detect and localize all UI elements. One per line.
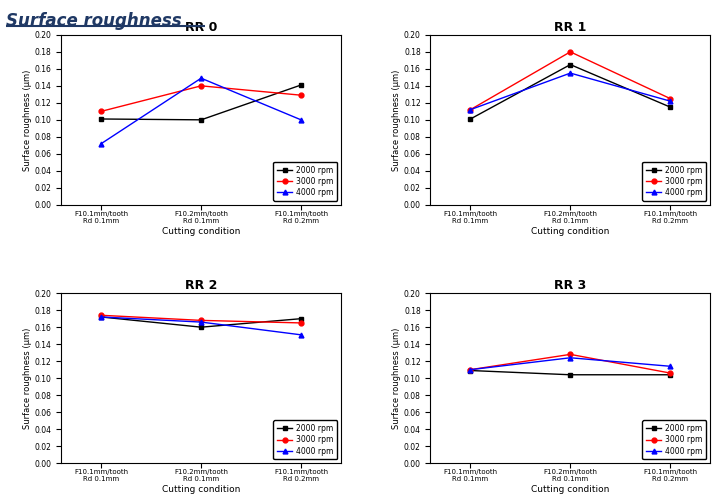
4000 rpm (566, 355, 575, 361)
2000 rpm (197, 324, 205, 330)
3000 rpm (297, 320, 306, 326)
X-axis label: Cutting condition: Cutting condition (531, 485, 609, 494)
4000 rpm (297, 332, 306, 338)
3000 rpm (566, 49, 575, 55)
Line: 4000 rpm: 4000 rpm (99, 76, 304, 146)
X-axis label: Cutting condition: Cutting condition (162, 227, 240, 236)
Line: 3000 rpm: 3000 rpm (99, 313, 304, 325)
Title: RR 2: RR 2 (185, 279, 217, 292)
3000 rpm (466, 367, 474, 373)
Line: 2000 rpm: 2000 rpm (99, 83, 304, 123)
X-axis label: Cutting condition: Cutting condition (531, 227, 609, 236)
Title: RR 1: RR 1 (554, 21, 586, 34)
3000 rpm (197, 317, 205, 323)
Line: 4000 rpm: 4000 rpm (99, 315, 304, 337)
Legend: 2000 rpm, 3000 rpm, 4000 rpm: 2000 rpm, 3000 rpm, 4000 rpm (273, 420, 337, 459)
Y-axis label: Surface roughness (μm): Surface roughness (μm) (23, 69, 32, 170)
Text: Surface roughness: Surface roughness (6, 12, 182, 30)
2000 rpm (466, 368, 474, 374)
4000 rpm (97, 140, 105, 146)
3000 rpm (666, 370, 675, 376)
Legend: 2000 rpm, 3000 rpm, 4000 rpm: 2000 rpm, 3000 rpm, 4000 rpm (642, 420, 707, 459)
Line: 3000 rpm: 3000 rpm (468, 352, 673, 375)
Legend: 2000 rpm, 3000 rpm, 4000 rpm: 2000 rpm, 3000 rpm, 4000 rpm (642, 162, 707, 201)
2000 rpm (197, 117, 205, 123)
2000 rpm (666, 372, 675, 378)
4000 rpm (197, 319, 205, 325)
Title: RR 0: RR 0 (185, 21, 217, 34)
2000 rpm (97, 314, 105, 320)
Line: 3000 rpm: 3000 rpm (99, 84, 304, 114)
Line: 4000 rpm: 4000 rpm (468, 71, 673, 112)
3000 rpm (666, 96, 675, 102)
Legend: 2000 rpm, 3000 rpm, 4000 rpm: 2000 rpm, 3000 rpm, 4000 rpm (273, 162, 337, 201)
4000 rpm (97, 314, 105, 320)
4000 rpm (666, 98, 675, 104)
Line: 2000 rpm: 2000 rpm (468, 62, 673, 122)
2000 rpm (297, 316, 306, 322)
Y-axis label: Surface roughness (μm): Surface roughness (μm) (392, 328, 401, 429)
3000 rpm (197, 83, 205, 89)
3000 rpm (566, 352, 575, 358)
Y-axis label: Surface roughness (μm): Surface roughness (μm) (23, 328, 32, 429)
2000 rpm (97, 116, 105, 122)
3000 rpm (97, 312, 105, 318)
4000 rpm (666, 363, 675, 369)
2000 rpm (566, 62, 575, 68)
Line: 2000 rpm: 2000 rpm (99, 315, 304, 330)
Title: RR 3: RR 3 (554, 279, 586, 292)
2000 rpm (666, 104, 675, 110)
4000 rpm (197, 75, 205, 81)
4000 rpm (466, 107, 474, 113)
2000 rpm (566, 372, 575, 378)
3000 rpm (297, 92, 306, 98)
3000 rpm (97, 109, 105, 115)
Line: 2000 rpm: 2000 rpm (468, 368, 673, 377)
2000 rpm (466, 116, 474, 122)
Line: 4000 rpm: 4000 rpm (468, 356, 673, 372)
Line: 3000 rpm: 3000 rpm (468, 49, 673, 112)
4000 rpm (466, 367, 474, 373)
Y-axis label: Surface roughness (μm): Surface roughness (μm) (392, 69, 401, 170)
4000 rpm (297, 117, 306, 123)
3000 rpm (466, 107, 474, 113)
2000 rpm (297, 82, 306, 88)
4000 rpm (566, 70, 575, 76)
X-axis label: Cutting condition: Cutting condition (162, 485, 240, 494)
